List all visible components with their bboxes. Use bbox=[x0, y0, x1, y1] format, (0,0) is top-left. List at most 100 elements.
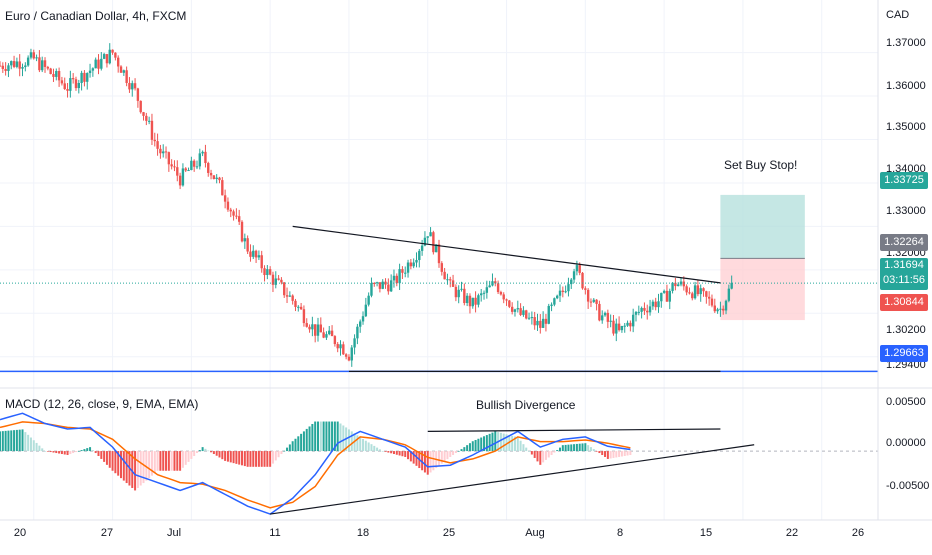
macd-histogram-bar bbox=[246, 451, 249, 467]
macd-histogram-bar bbox=[74, 451, 77, 453]
candle-body bbox=[328, 330, 331, 335]
candle-body bbox=[668, 290, 671, 302]
candle-body bbox=[69, 78, 72, 91]
candle-body bbox=[150, 120, 154, 140]
candle-body bbox=[553, 298, 556, 305]
divergence-upper-line bbox=[427, 428, 721, 432]
candle-body bbox=[35, 57, 38, 59]
macd-histogram-bar bbox=[567, 444, 570, 452]
macd-histogram-bar bbox=[561, 445, 564, 452]
candle-body bbox=[617, 323, 621, 331]
macd-histogram-bar bbox=[300, 433, 303, 452]
candle-body bbox=[434, 244, 438, 253]
macd-histogram-bar bbox=[44, 451, 47, 452]
price-tick: 1.36000 bbox=[886, 80, 926, 92]
macd-histogram-bar bbox=[339, 423, 342, 452]
candle-body bbox=[325, 334, 328, 338]
candle-body bbox=[131, 83, 134, 90]
candle-body bbox=[420, 245, 424, 251]
candle-body bbox=[578, 265, 581, 273]
macd-histogram-bar bbox=[623, 451, 626, 456]
candle-body bbox=[387, 284, 390, 292]
macd-histogram-bar bbox=[291, 441, 294, 452]
candle-body bbox=[395, 275, 398, 284]
macd-histogram-bar bbox=[18, 429, 21, 452]
candle-body bbox=[125, 70, 128, 83]
candle-body bbox=[505, 299, 508, 301]
candle-body bbox=[288, 295, 292, 297]
candle-body bbox=[263, 268, 266, 276]
entry-price-label: 1.32264 bbox=[880, 234, 928, 251]
candle-body bbox=[63, 83, 66, 90]
macd-histogram-bar bbox=[288, 444, 291, 452]
candle-body bbox=[660, 292, 663, 302]
candle-body bbox=[356, 326, 359, 339]
macd-histogram-bar bbox=[117, 451, 120, 476]
macd-histogram-bar bbox=[438, 451, 440, 466]
macd-histogram-bar bbox=[629, 451, 632, 455]
candle-body bbox=[423, 237, 427, 246]
candle-body bbox=[426, 236, 429, 238]
macd-histogram-bar bbox=[159, 451, 162, 471]
candle-body bbox=[153, 139, 156, 142]
candle-body bbox=[32, 52, 35, 59]
macd-histogram-bar bbox=[271, 451, 274, 464]
candle-body bbox=[657, 301, 660, 308]
candle-body bbox=[586, 289, 590, 302]
candle-body bbox=[555, 295, 559, 299]
candle-body bbox=[243, 238, 247, 242]
macd-histogram-bar bbox=[480, 437, 483, 452]
macd-histogram-bar bbox=[333, 421, 336, 452]
candle-body bbox=[412, 262, 415, 267]
candle-body bbox=[631, 314, 635, 327]
macd-histogram-bar bbox=[24, 432, 27, 452]
macd-histogram-bar bbox=[618, 451, 621, 457]
candle-body bbox=[589, 301, 593, 303]
macd-histogram-bar bbox=[539, 451, 542, 465]
macd-histogram-bar bbox=[263, 451, 266, 467]
x-tick: Jul bbox=[166, 527, 182, 539]
candle-body bbox=[55, 71, 58, 77]
macd-histogram-bar bbox=[94, 451, 97, 454]
candle-body bbox=[646, 310, 649, 313]
candle-body bbox=[204, 151, 207, 164]
candle-body bbox=[570, 279, 573, 285]
candle-body bbox=[598, 303, 601, 321]
macd-histogram-bar bbox=[238, 451, 241, 465]
macd-histogram-bar bbox=[519, 440, 522, 452]
macd-line bbox=[0, 412, 631, 515]
candle-body bbox=[468, 295, 472, 307]
macd-histogram-bar bbox=[564, 444, 567, 452]
candle-body bbox=[499, 292, 503, 295]
macd-histogram-bar bbox=[460, 449, 463, 452]
take-profit-label: 1.33725 bbox=[880, 172, 928, 189]
macd-histogram-bar bbox=[38, 445, 41, 452]
candle-body bbox=[173, 166, 176, 168]
candle-body bbox=[252, 250, 255, 257]
candle-body bbox=[46, 66, 50, 69]
macd-histogram-bar bbox=[235, 451, 238, 464]
indicator-title[interactable]: MACD (12, 26, close, 9, EMA, EMA) bbox=[5, 397, 199, 411]
macd-histogram-bar bbox=[193, 451, 196, 456]
macd-histogram-bar bbox=[488, 433, 491, 452]
candle-body bbox=[12, 61, 16, 67]
candle-body bbox=[302, 309, 306, 324]
macd-histogram-bar bbox=[533, 451, 536, 458]
macd-histogram-bar bbox=[173, 451, 176, 471]
candle-body bbox=[615, 323, 618, 334]
macd-histogram-bar bbox=[125, 451, 128, 484]
x-tick: 8 bbox=[616, 527, 624, 539]
macd-histogram-bar bbox=[52, 451, 55, 453]
macd-histogram-bar bbox=[212, 451, 215, 455]
macd-histogram-bar bbox=[525, 447, 528, 452]
candle-body bbox=[145, 115, 148, 121]
macd-histogram-bar bbox=[224, 451, 227, 461]
macd-histogram-bar bbox=[575, 443, 578, 452]
candle-body bbox=[122, 70, 126, 73]
candle-body bbox=[176, 167, 179, 176]
macd-histogram-bar bbox=[412, 451, 415, 464]
candle-body bbox=[257, 255, 261, 258]
candle-body bbox=[710, 298, 714, 306]
